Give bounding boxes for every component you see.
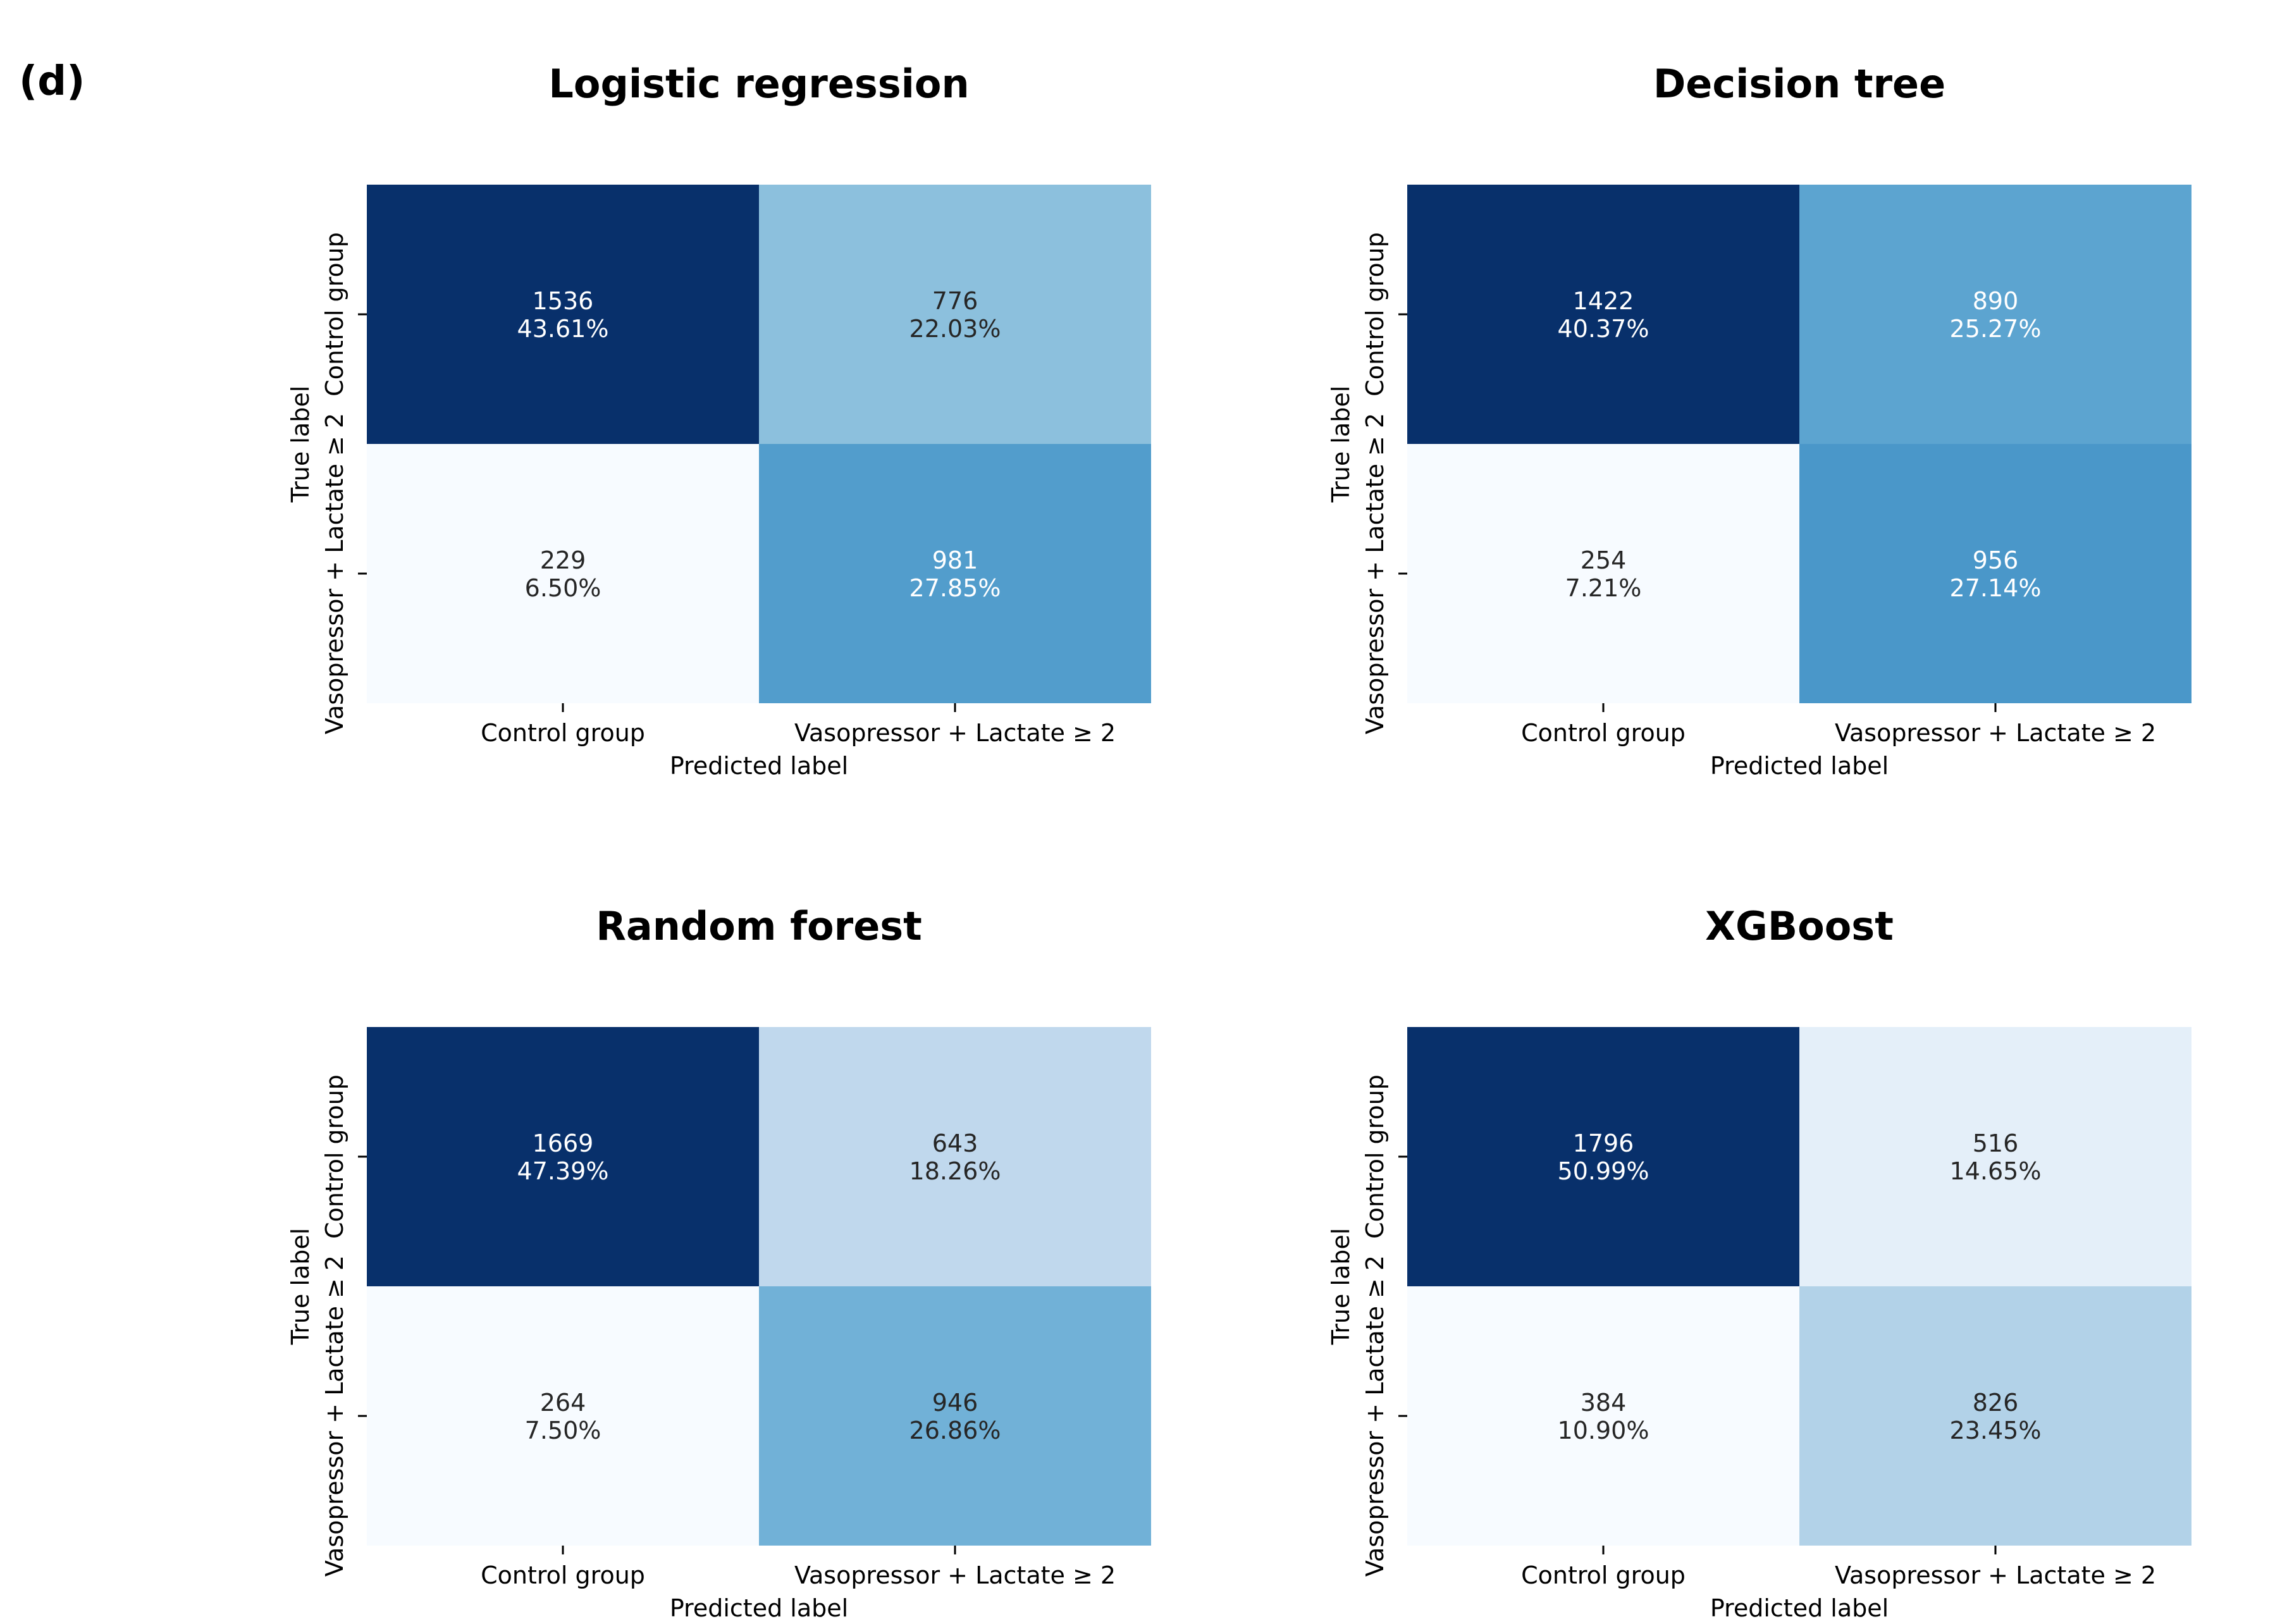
cell-r1-c0 bbox=[367, 444, 759, 703]
x-tick-label: Vasopressor + Lactate ≥ 2 bbox=[1835, 1561, 2156, 1589]
panel-label: (d) bbox=[19, 58, 85, 105]
cell-percent-r0-c0: 47.39% bbox=[517, 1157, 609, 1185]
x-axis-label: Predicted label bbox=[670, 1594, 848, 1622]
cell-percent-r1-c1: 27.85% bbox=[909, 574, 1001, 602]
x-tick-label: Vasopressor + Lactate ≥ 2 bbox=[794, 719, 1116, 747]
cell-percent-r0-c0: 50.99% bbox=[1558, 1157, 1649, 1185]
cell-count-r1-c1: 956 bbox=[1973, 546, 2019, 574]
cell-percent-r1-c0: 7.50% bbox=[525, 1417, 601, 1444]
y-tick-label: Control group bbox=[321, 1074, 348, 1239]
cell-percent-r1-c1: 27.14% bbox=[1950, 574, 2042, 602]
cell-percent-r0-c0: 40.37% bbox=[1558, 315, 1649, 343]
cell-percent-r0-c1: 22.03% bbox=[909, 315, 1001, 343]
y-tick-label: Control group bbox=[321, 232, 348, 397]
x-axis-label: Predicted label bbox=[1710, 1594, 1889, 1622]
x-tick-label: Control group bbox=[481, 1561, 645, 1589]
x-axis-label: Predicted label bbox=[1710, 752, 1889, 780]
cell-r1-c0 bbox=[1407, 1286, 1799, 1546]
y-tick-label: Vasopressor + Lactate ≥ 2 bbox=[1361, 413, 1389, 734]
chart-title: Random forest bbox=[596, 903, 922, 949]
x-tick-label: Control group bbox=[1521, 719, 1686, 747]
cell-percent-r1-c0: 10.90% bbox=[1558, 1417, 1649, 1444]
chart-title: XGBoost bbox=[1705, 903, 1894, 949]
cell-r0-c0 bbox=[1407, 1027, 1799, 1286]
cell-r1-c1 bbox=[1799, 444, 2191, 703]
cell-r1-c1 bbox=[759, 1286, 1151, 1546]
y-axis-label: True label bbox=[1327, 1228, 1355, 1346]
cell-percent-r0-c0: 43.61% bbox=[517, 315, 609, 343]
cell-count-r1-c1: 826 bbox=[1973, 1389, 2019, 1417]
cell-count-r1-c0: 384 bbox=[1581, 1389, 1627, 1417]
x-axis-label: Predicted label bbox=[670, 752, 848, 780]
cell-r0-c1 bbox=[759, 1027, 1151, 1286]
y-tick-label: Control group bbox=[1361, 1074, 1389, 1239]
cell-count-r0-c0: 1796 bbox=[1573, 1129, 1634, 1157]
cell-r0-c0 bbox=[367, 185, 759, 444]
cell-count-r1-c1: 981 bbox=[932, 546, 978, 574]
y-tick-label: Vasopressor + Lactate ≥ 2 bbox=[1361, 1255, 1389, 1577]
y-axis-label: True label bbox=[287, 386, 314, 503]
x-tick-label: Control group bbox=[1521, 1561, 1686, 1589]
cell-percent-r0-c1: 18.26% bbox=[909, 1157, 1001, 1185]
cell-r1-c0 bbox=[367, 1286, 759, 1546]
cell-r0-c0 bbox=[1407, 185, 1799, 444]
cell-percent-r0-c1: 25.27% bbox=[1950, 315, 2042, 343]
cell-count-r0-c0: 1536 bbox=[533, 287, 594, 315]
y-tick-label: Vasopressor + Lactate ≥ 2 bbox=[321, 413, 348, 734]
cell-r0-c0 bbox=[367, 1027, 759, 1286]
y-axis-label: True label bbox=[1327, 386, 1355, 503]
cell-count-r1-c0: 229 bbox=[540, 546, 586, 574]
cell-count-r0-c1: 776 bbox=[932, 287, 978, 315]
x-tick-label: Control group bbox=[481, 719, 645, 747]
cell-r0-c1 bbox=[1799, 185, 2191, 444]
cell-r0-c1 bbox=[1799, 1027, 2191, 1286]
cell-count-r1-c0: 264 bbox=[540, 1389, 586, 1417]
y-axis-label: True label bbox=[287, 1228, 314, 1346]
cell-percent-r1-c0: 7.21% bbox=[1565, 574, 1642, 602]
chart-title: Decision tree bbox=[1653, 61, 1945, 107]
cell-count-r0-c1: 643 bbox=[932, 1129, 978, 1157]
cell-percent-r1-c1: 26.86% bbox=[909, 1417, 1001, 1444]
x-tick-label: Vasopressor + Lactate ≥ 2 bbox=[1835, 719, 2156, 747]
cell-count-r0-c0: 1422 bbox=[1573, 287, 1634, 315]
x-tick-label: Vasopressor + Lactate ≥ 2 bbox=[794, 1561, 1116, 1589]
cell-r0-c1 bbox=[759, 185, 1151, 444]
y-tick-label: Vasopressor + Lactate ≥ 2 bbox=[321, 1255, 348, 1577]
cell-count-r0-c1: 516 bbox=[1973, 1129, 2019, 1157]
cell-r1-c1 bbox=[1799, 1286, 2191, 1546]
cell-r1-c1 bbox=[759, 444, 1151, 703]
cell-percent-r1-c0: 6.50% bbox=[525, 574, 601, 602]
cell-count-r0-c0: 1669 bbox=[533, 1129, 594, 1157]
cell-count-r0-c1: 890 bbox=[1973, 287, 2019, 315]
y-tick-label: Control group bbox=[1361, 232, 1389, 397]
cell-count-r1-c1: 946 bbox=[932, 1389, 978, 1417]
cell-r1-c0 bbox=[1407, 444, 1799, 703]
chart-title: Logistic regression bbox=[548, 61, 969, 107]
cell-percent-r1-c1: 23.45% bbox=[1950, 1417, 2042, 1444]
cell-percent-r0-c1: 14.65% bbox=[1950, 1157, 2042, 1185]
cell-count-r1-c0: 254 bbox=[1581, 546, 1627, 574]
